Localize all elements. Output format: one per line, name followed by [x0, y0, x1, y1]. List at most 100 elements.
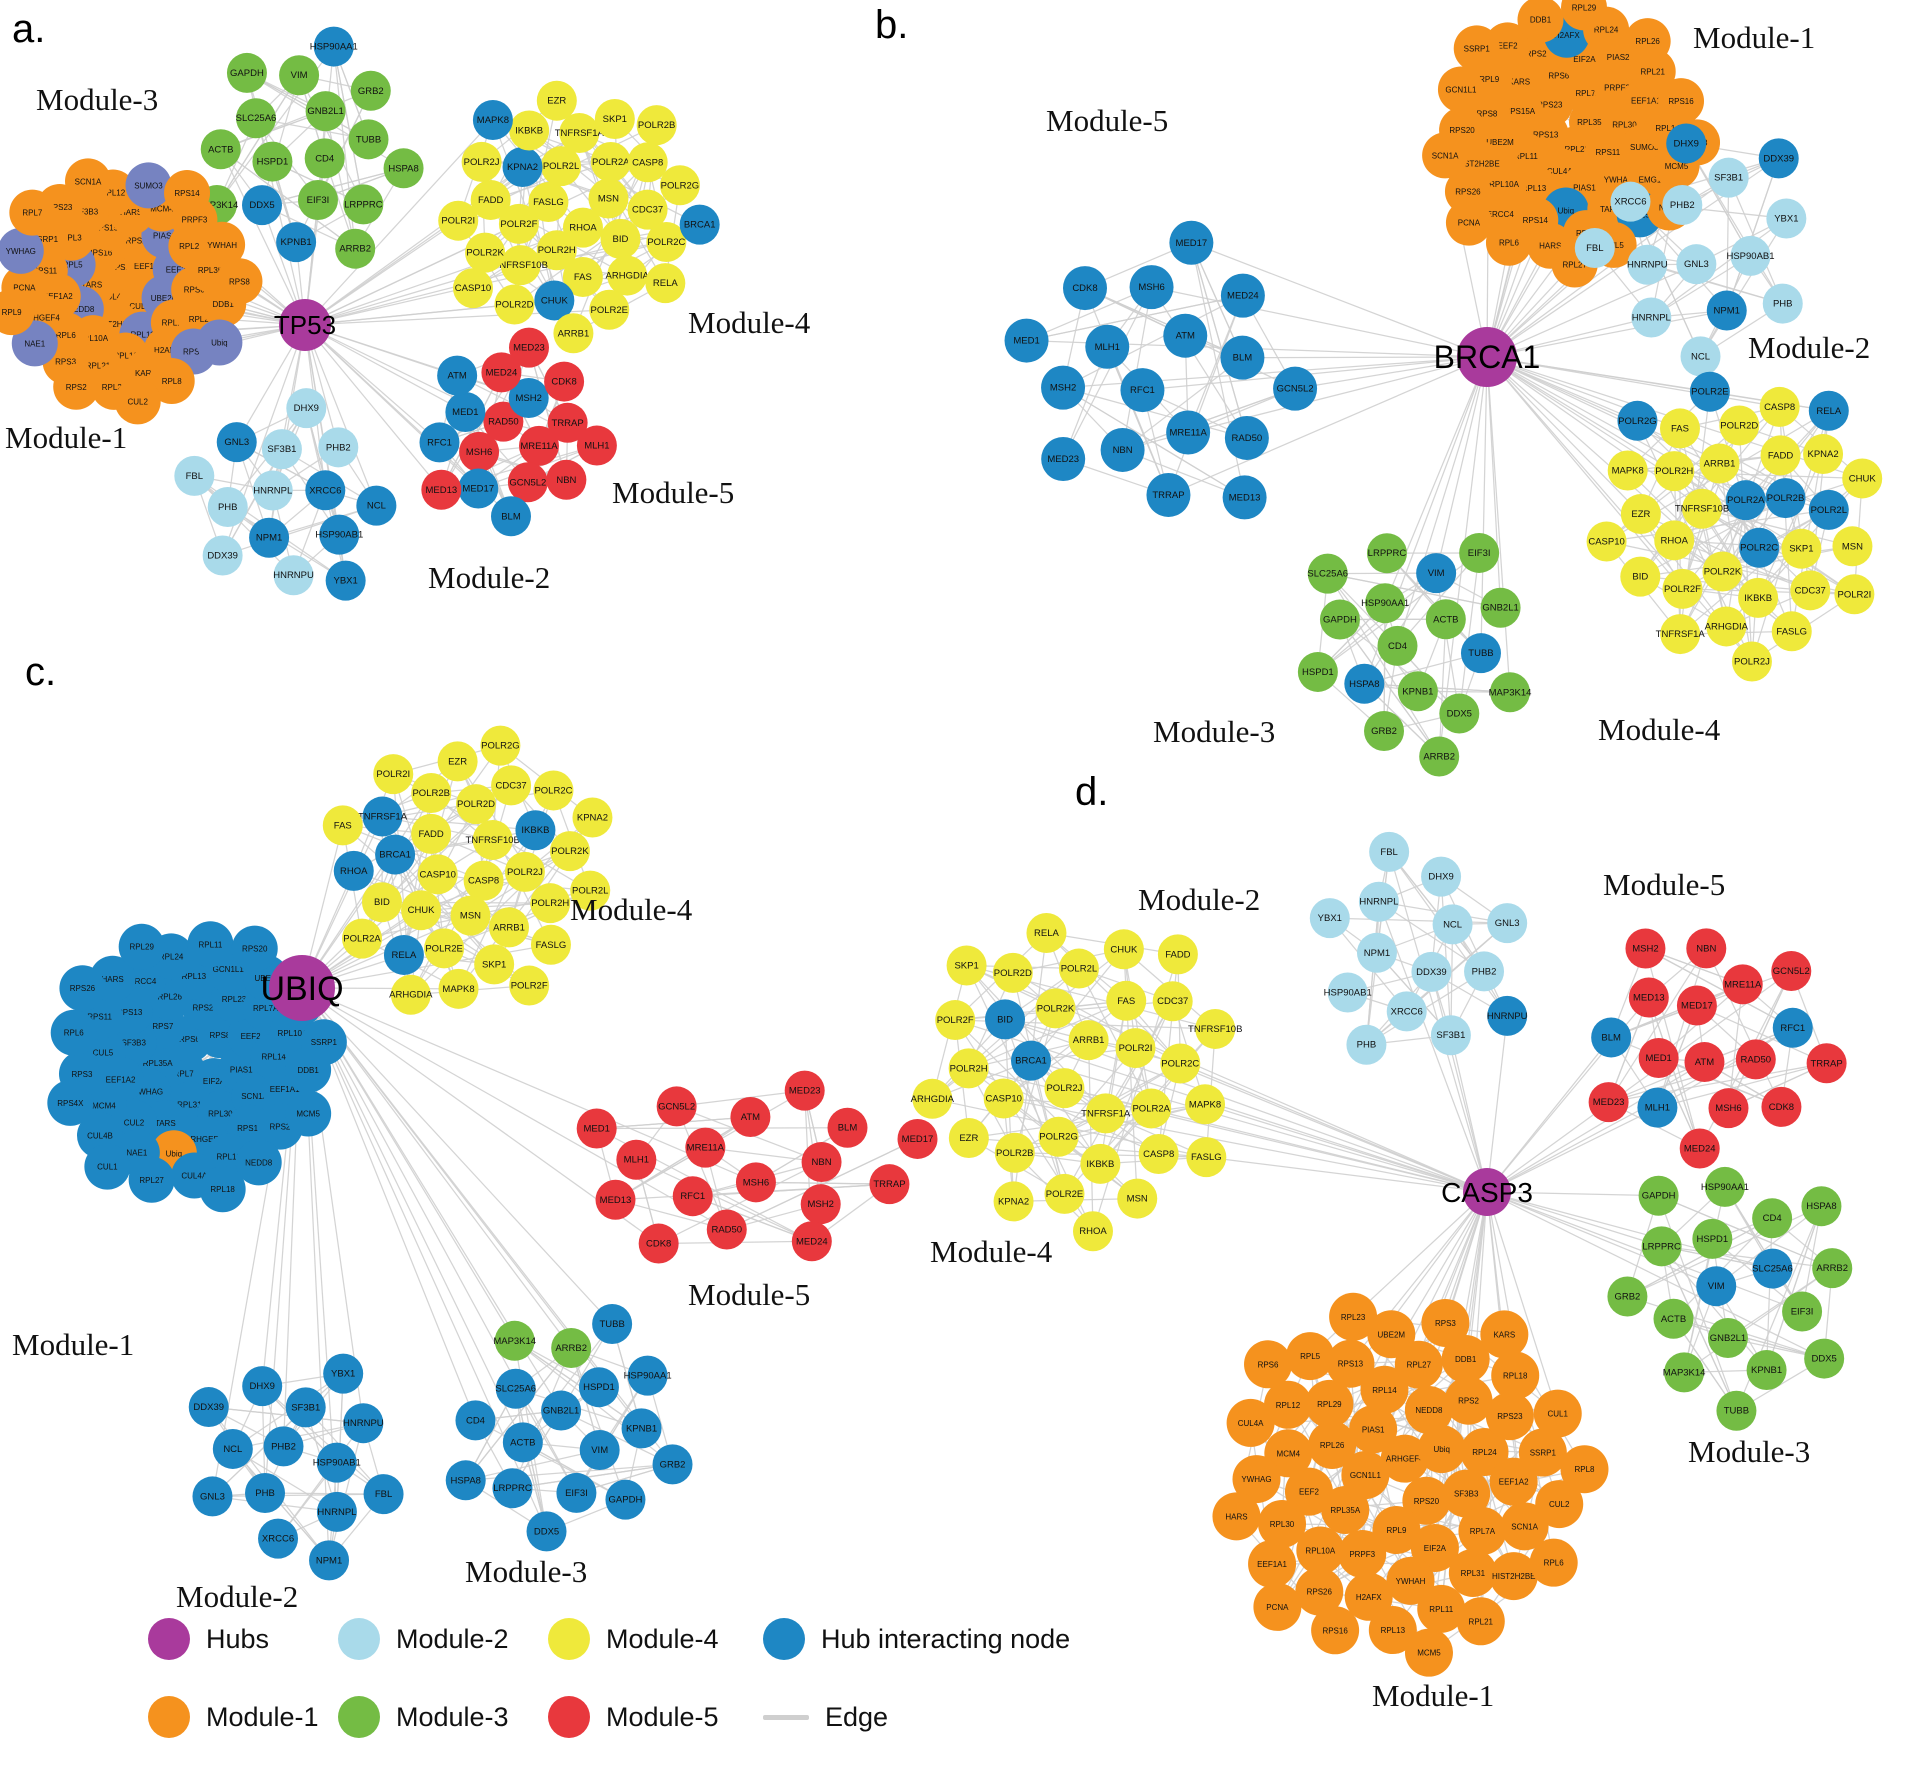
node-c-med13: MED13: [595, 1179, 636, 1220]
node-label: POLR2B: [1767, 493, 1805, 504]
node-label: MCM5: [296, 1110, 320, 1119]
node-label: TNFRSF1A: [1081, 1108, 1131, 1119]
node-label: RPL11: [1514, 152, 1538, 161]
node-b-arrb1: ARRB1: [1699, 443, 1740, 484]
node-label: ERCC4: [1487, 210, 1515, 219]
node-b-scn1a: SCN1A: [1422, 132, 1469, 179]
node-c-nbn: NBN: [801, 1141, 842, 1182]
node-c-cdk8: CDK8: [638, 1223, 679, 1264]
node-d-rps2: RPS2: [1444, 1376, 1493, 1425]
hub-label: BRCA1: [1434, 339, 1541, 375]
module-heading-b-m5: Module-5: [1046, 103, 1168, 138]
node-label: DHX9: [1428, 872, 1453, 883]
node-label: RPS2: [1526, 50, 1547, 59]
node-label: CD4: [315, 153, 334, 164]
node-label: RPS4X: [57, 1099, 84, 1108]
node-a-rps8: RPS8: [216, 258, 263, 305]
node-c-tnfrsf10b: TNFRSF10B: [465, 819, 520, 860]
node-label: TRRAP: [1811, 1058, 1843, 1069]
node-label: RPS23: [1497, 1412, 1523, 1421]
node-label: RPL29: [1317, 1400, 1342, 1409]
node-label: CHUK: [1849, 473, 1877, 484]
node-label: CUL1: [129, 302, 150, 311]
node-label: FASLG: [533, 197, 564, 208]
node-label: RPS13: [109, 263, 135, 272]
node-label: CASP10: [985, 1093, 1021, 1104]
node-label: RPS11: [1595, 148, 1620, 157]
node-label: SCN1A: [1432, 151, 1459, 160]
node-label: RHOA: [1079, 1226, 1107, 1237]
node-c-gcn5l2: GCN5L2: [656, 1086, 697, 1127]
node-c-phb: PHB: [245, 1472, 286, 1513]
node-label: HSPD1: [1302, 667, 1334, 678]
node-d-med13: MED13: [1628, 977, 1669, 1018]
node-b-chuk: CHUK: [1842, 458, 1883, 499]
node-label: HIST2H2BE: [1492, 1572, 1536, 1581]
node-label: RPL13: [1381, 1626, 1406, 1635]
node-label: PHB2: [1670, 200, 1695, 211]
node-d-casp10: CASP10: [983, 1078, 1024, 1119]
node-label: GRB2: [1371, 726, 1397, 737]
node-label: RPL27: [139, 1176, 164, 1185]
node-label: MSN: [1127, 1194, 1148, 1205]
node-label: DDX39: [207, 550, 238, 561]
node-d-rpl6: RPL6: [1529, 1538, 1578, 1587]
node-b-tnfrsf1a: TNFRSF1A: [1656, 614, 1705, 655]
node-d-gapdh: GAPDH: [1638, 1175, 1679, 1216]
node-d-lrpprc: LRPPRC: [1641, 1226, 1682, 1267]
node-c-blm: BLM: [827, 1107, 868, 1148]
node-label: ARRB1: [558, 328, 590, 339]
node-b-vim: VIM: [1416, 553, 1457, 594]
node-label: GAPDH: [1642, 1191, 1676, 1202]
panel-letter-d: d.: [1075, 770, 1108, 814]
node-label: HNRNPU: [343, 1418, 384, 1429]
node-c-hsp90ab1: HSP90AB1: [313, 1442, 361, 1483]
node-c-fbl: FBL: [363, 1474, 404, 1515]
node-label: FASLG: [1776, 626, 1807, 637]
node-d-blm: BLM: [1591, 1017, 1632, 1058]
node-label: EEF2: [1299, 1488, 1320, 1497]
node-c-polr2c: POLR2C: [533, 770, 574, 811]
node-b-gnl3: GNL3: [1676, 244, 1717, 285]
node-b-msh6: MSH6: [1129, 265, 1174, 310]
node-a-mapk8: MAPK8: [472, 100, 513, 141]
node-a-polr2c: POLR2C: [646, 221, 687, 262]
node-d-slc25a6: SLC25A6: [1752, 1248, 1793, 1289]
node-label: RPL7A: [253, 1004, 279, 1013]
hub-swatch-icon: [148, 1618, 190, 1660]
node-label: RPL23: [1564, 145, 1589, 154]
node-c-lrpprc: LRPPRC: [492, 1468, 533, 1509]
node-c-skp1: SKP1: [474, 944, 515, 985]
node-label: FASLG: [536, 940, 567, 951]
node-label: RPS26: [1455, 187, 1481, 196]
node-a-trrap: TRRAP: [547, 402, 588, 443]
node-label: ARRB1: [493, 922, 525, 933]
node-a-nbn: NBN: [546, 459, 587, 500]
node-label: RPL9: [1479, 75, 1500, 84]
node-d-rela: RELA: [1026, 913, 1067, 954]
node-label: SF3B1: [267, 444, 296, 455]
node-label: VIM: [591, 1445, 608, 1456]
node-label: POLR2I: [1837, 589, 1871, 600]
node-label: RPS13: [1338, 1360, 1364, 1369]
node-b-gcn5l2: GCN5L2: [1273, 366, 1318, 411]
hub-label: CASP3: [1441, 1177, 1533, 1208]
node-label: SLC25A6: [495, 1384, 536, 1395]
node-a-kpna2: KPNA2: [502, 147, 543, 188]
node-d-ddx39: DDX39: [1411, 951, 1452, 992]
node-label: POLR2G: [1039, 1132, 1078, 1143]
node-label: IKBKB: [1086, 1159, 1114, 1170]
node-label: RFC1: [1780, 1023, 1805, 1034]
node-label: POLR2D: [994, 968, 1032, 979]
node-d-rps16: RPS16: [1311, 1606, 1360, 1655]
node-a-med24: MED24: [481, 352, 522, 393]
node-b-hnrnpl: HNRNPL: [1631, 297, 1672, 338]
node-label: MED1: [1013, 336, 1039, 347]
node-label: POLR2B: [412, 788, 450, 799]
node-label: SUMO3: [1630, 143, 1659, 152]
node-label: HSPA8: [1349, 679, 1379, 690]
node-d-ddx5: DDX5: [1804, 1338, 1845, 1379]
node-label: MED17: [462, 484, 494, 495]
node-d-ikbkb: IKBKB: [1080, 1143, 1121, 1184]
node-label: CASP8: [1764, 402, 1795, 413]
